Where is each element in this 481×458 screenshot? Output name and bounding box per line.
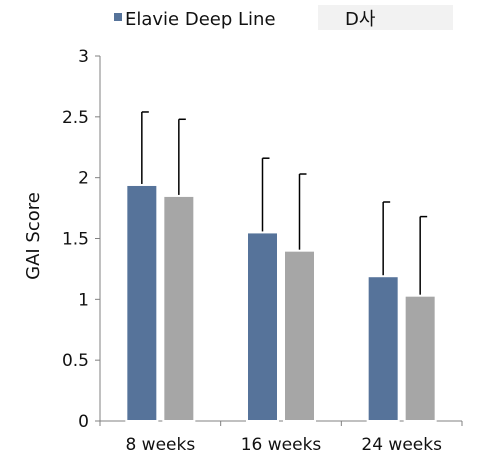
x-tick-label: 8 weeks (125, 435, 195, 455)
y-tick-label: 1 (78, 290, 89, 310)
y-tick-label: 0 (78, 412, 89, 432)
legend-box-d-company (318, 5, 453, 30)
bar-elavie-deep-line (366, 275, 400, 423)
y-tick-label: 1.5 (62, 230, 89, 250)
x-tick-label: 16 weeks (241, 435, 322, 455)
bar-d-company (162, 194, 196, 422)
y-tick-label: 2 (78, 169, 89, 189)
bar-d-company (403, 294, 437, 422)
bars (125, 111, 437, 423)
legend-label-elavie-deep-line: Elavie Deep Line (125, 9, 276, 30)
tick-labels: 0 0.5 1 1.5 2 2.5 3 8 weeks 16 weeks 24 weeks (62, 47, 442, 455)
y-axis-label: GAI Score (23, 192, 44, 280)
bar-elavie-deep-line (125, 183, 159, 422)
legend-label-d-company: D사 (345, 9, 376, 30)
bar-d-company (283, 249, 316, 422)
y-tick-label: 0.5 (62, 351, 89, 371)
bar-elavie-deep-line (246, 231, 279, 422)
y-tick-label: 2.5 (62, 108, 89, 128)
legend: Elavie Deep Line D사 (114, 5, 453, 30)
x-tick-label: 24 weeks (361, 435, 442, 455)
legend-swatch-elavie-deep-line (114, 13, 122, 21)
axes (95, 55, 463, 426)
y-tick-label: 3 (78, 47, 89, 67)
